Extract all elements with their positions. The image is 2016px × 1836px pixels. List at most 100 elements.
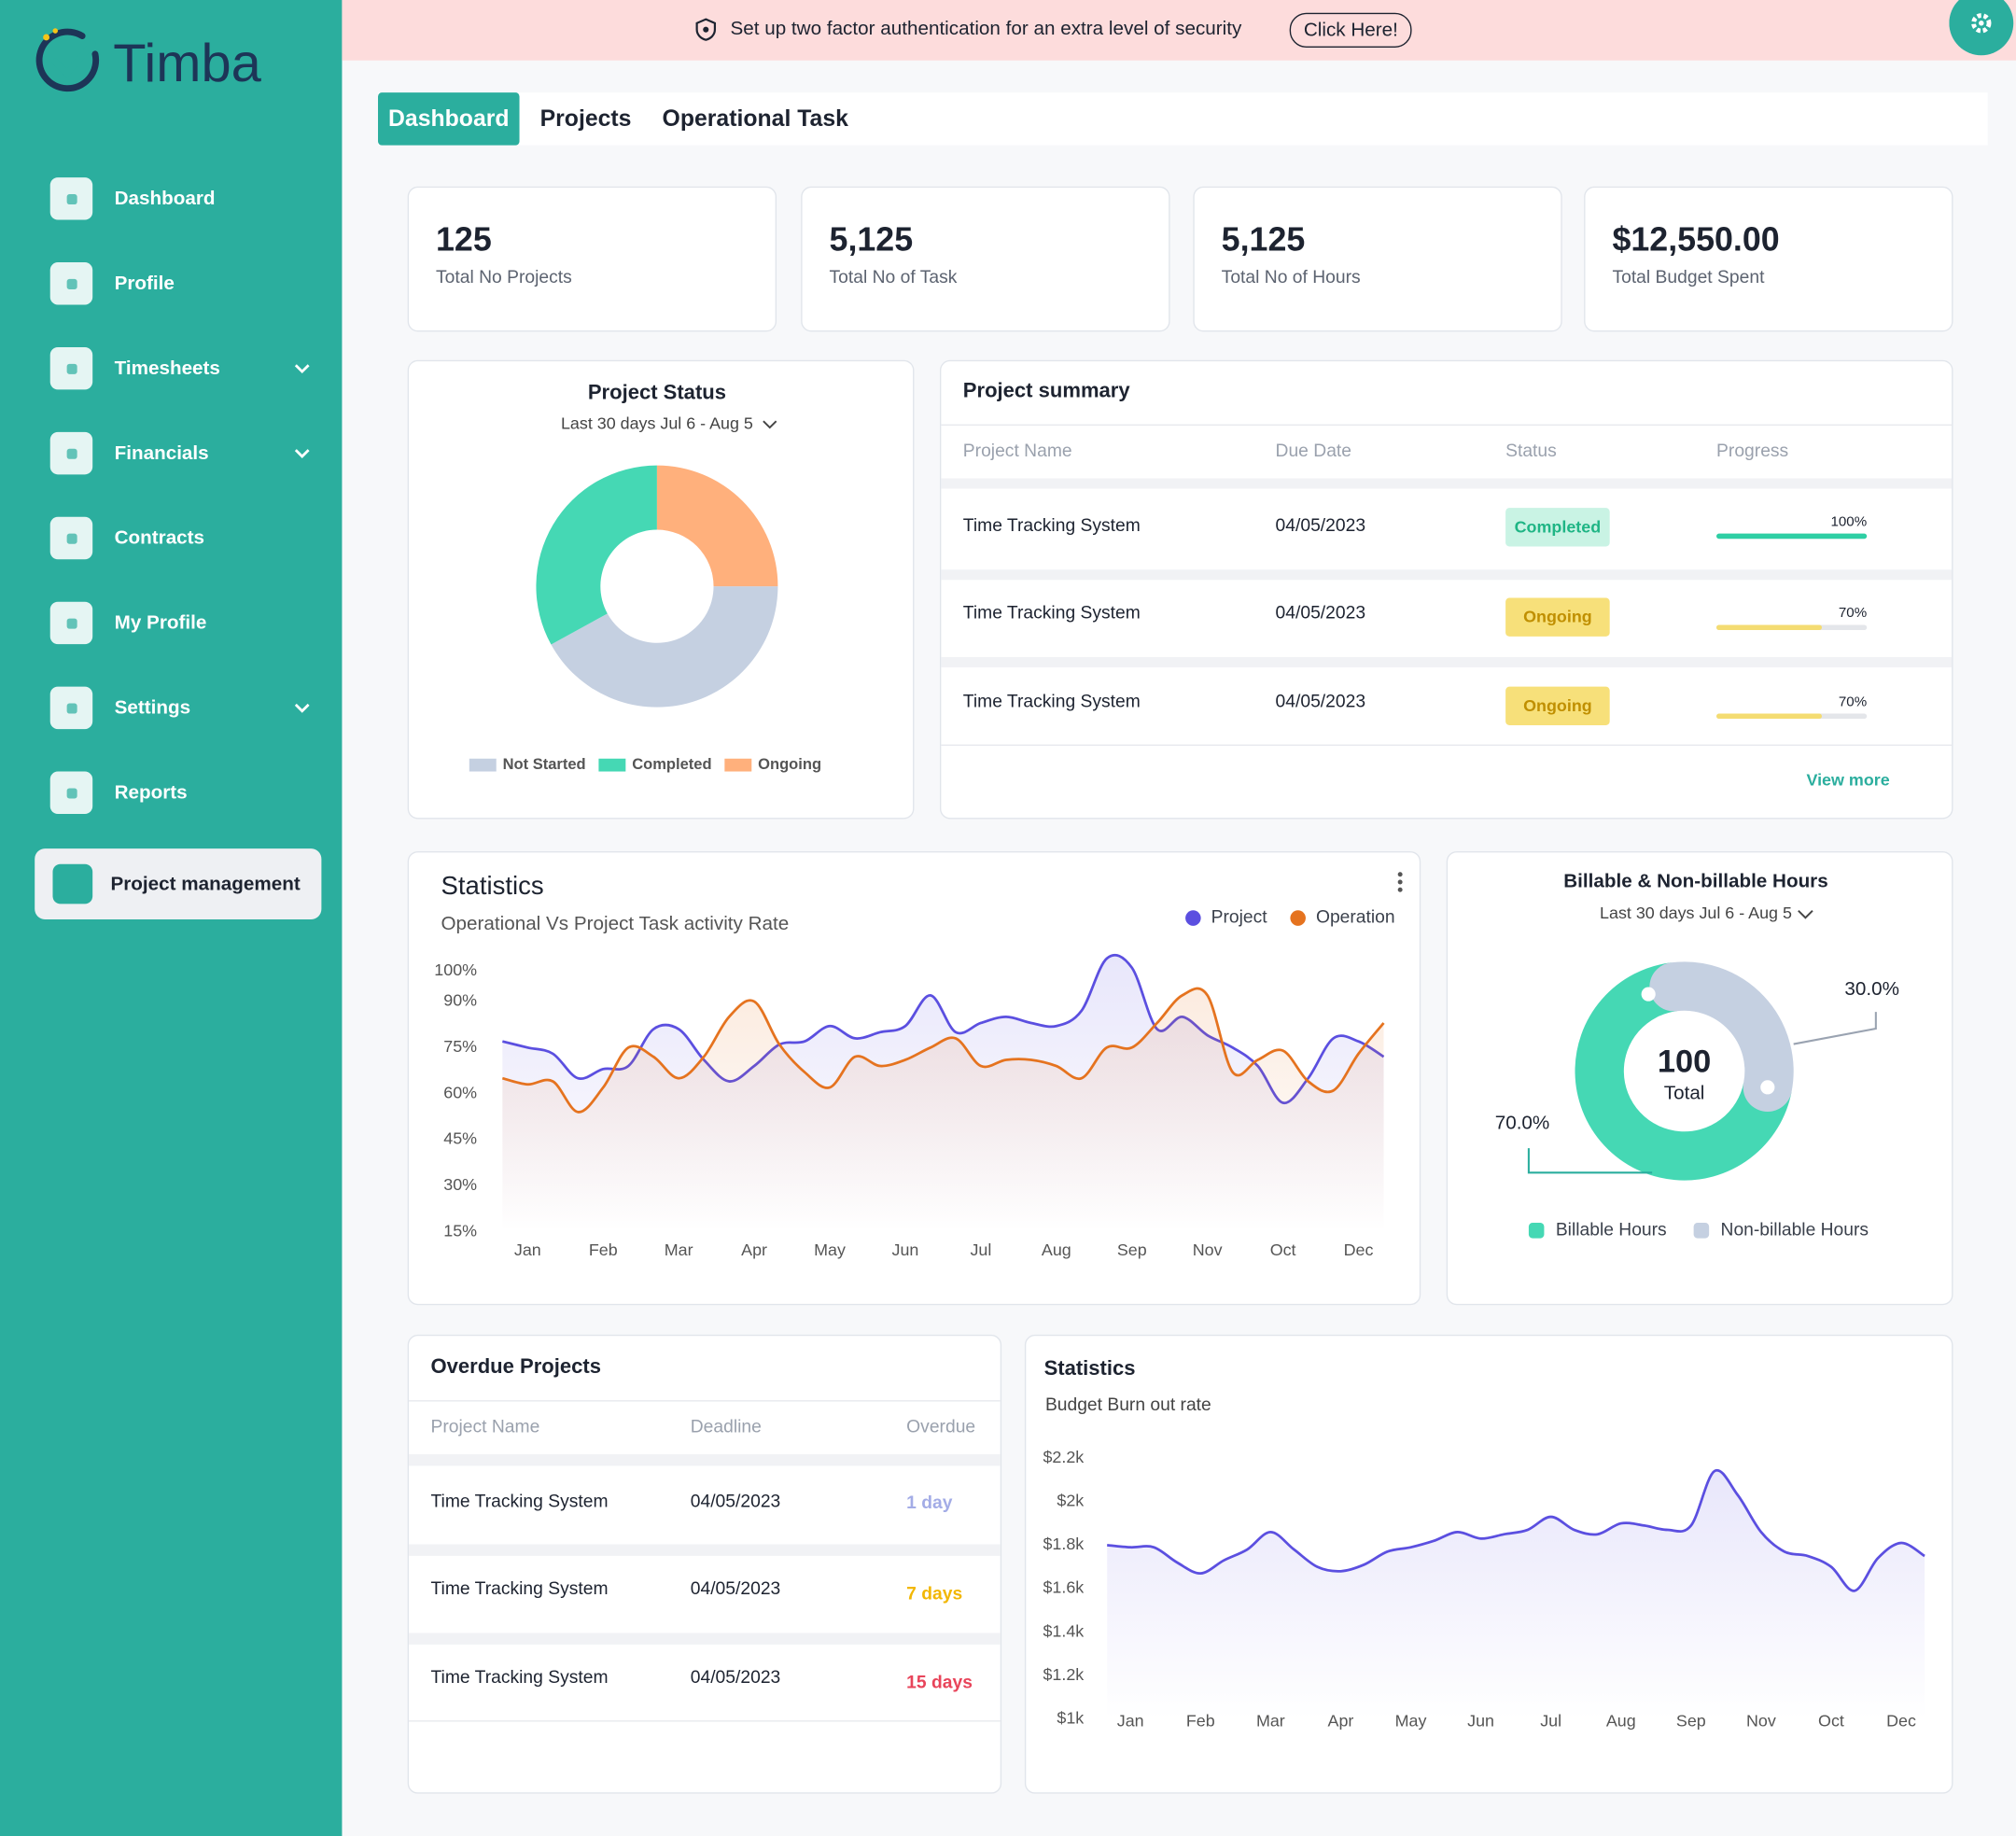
progress-bar xyxy=(1716,533,1868,540)
status-badge: Ongoing xyxy=(1505,686,1610,725)
center-value: 100 xyxy=(1658,1044,1711,1079)
leader-line xyxy=(1527,1148,1653,1174)
donut-knob xyxy=(1760,1080,1775,1095)
submenu-chevron[interactable] xyxy=(293,361,311,377)
menu-dot xyxy=(1397,887,1403,892)
menu-icon-glyph xyxy=(66,533,77,544)
project-name: Time Tracking System xyxy=(430,1577,609,1599)
stat-card xyxy=(407,186,777,332)
tab[interactable]: Projects xyxy=(539,105,632,132)
progress-bar xyxy=(1716,713,1822,720)
due-date: 04/05/2023 xyxy=(1275,514,1366,536)
column-header: Project Name xyxy=(430,1415,540,1437)
menu-label[interactable]: Dashboard xyxy=(114,188,216,210)
stat-card xyxy=(801,186,1170,332)
donut-arc xyxy=(1575,962,1792,1181)
menu-label[interactable]: Profile xyxy=(114,273,175,295)
chevron xyxy=(763,420,777,429)
center-label: Total xyxy=(1664,1083,1705,1104)
overdue-days: 7 days xyxy=(906,1582,963,1604)
overdue-days: 15 days xyxy=(906,1671,973,1692)
tab[interactable]: Dashboard xyxy=(377,92,520,146)
legend-swatch xyxy=(1693,1223,1710,1239)
progress-label: 70% xyxy=(1838,605,1868,622)
submenu-chevron[interactable] xyxy=(293,701,311,717)
shield-icon xyxy=(695,18,717,41)
overdue-days: 1 day xyxy=(906,1491,953,1512)
chart-title: Statistics xyxy=(441,871,543,900)
y-tick-label: $1.6k xyxy=(1043,1578,1084,1597)
due-date: 04/05/2023 xyxy=(1275,601,1366,623)
table-title: Project summary xyxy=(962,380,1130,403)
legend-swatch xyxy=(724,758,752,772)
chart-subtitle: Last 30 days Jul 6 - Aug 5 xyxy=(1600,904,1792,922)
deadline: 04/05/2023 xyxy=(690,1490,781,1511)
settings-button[interactable] xyxy=(1949,0,2016,57)
stat-label: Total No Projects xyxy=(435,266,572,287)
project-name: Time Tracking System xyxy=(962,514,1141,536)
x-tick-label: Jan xyxy=(514,1240,541,1259)
x-tick-label: Nov xyxy=(1193,1240,1223,1259)
y-tick-label: 30% xyxy=(443,1175,477,1194)
tab[interactable]: Operational Task xyxy=(662,105,848,132)
x-tick-label: Jun xyxy=(892,1240,919,1259)
stat-label: Total No of Task xyxy=(829,266,958,287)
menu-icon-glyph xyxy=(66,703,77,714)
y-tick-label: $2k xyxy=(1057,1491,1084,1509)
stat-value: 5,125 xyxy=(829,219,914,259)
tab-bar: Dashboard Projects Operational Task xyxy=(377,92,1988,146)
menu-dot xyxy=(1397,879,1403,885)
x-tick-label: Oct xyxy=(1270,1240,1296,1259)
deadline: 04/05/2023 xyxy=(690,1577,781,1599)
logo-mark xyxy=(35,28,100,92)
menu-icon-glyph xyxy=(66,363,77,374)
menu-label[interactable]: My Profile xyxy=(114,611,207,635)
menu-icon xyxy=(52,863,93,904)
menu-icon-glyph xyxy=(66,618,77,629)
menu-dot xyxy=(1397,872,1403,877)
menu-icon-glyph xyxy=(66,194,77,205)
menu-label[interactable]: Project management xyxy=(110,873,301,895)
column-header: Status xyxy=(1505,440,1557,461)
chart-title: Statistics xyxy=(1044,1356,1136,1380)
banner-button[interactable]: Click Here! xyxy=(1289,12,1413,48)
view-more-link[interactable]: View more xyxy=(1806,770,1890,790)
submenu-chevron[interactable] xyxy=(293,446,311,462)
stat-label: Total No of Hours xyxy=(1221,266,1361,287)
menu-label[interactable]: Contracts xyxy=(114,526,205,550)
y-tick-label: $2.2k xyxy=(1043,1448,1084,1466)
stat-value: 5,125 xyxy=(1221,219,1306,259)
project-name: Time Tracking System xyxy=(430,1666,609,1688)
legend-dot xyxy=(1290,910,1306,926)
menu-icon-glyph xyxy=(66,278,77,289)
y-tick-label: 60% xyxy=(443,1083,477,1101)
legend-swatch xyxy=(1528,1223,1545,1239)
divider xyxy=(941,424,1953,426)
value-label: 70.0% xyxy=(1495,1112,1550,1133)
menu-label[interactable]: Timesheets xyxy=(114,357,220,380)
progress-bar xyxy=(1716,624,1822,630)
x-tick-label: May xyxy=(814,1240,846,1259)
donut-arc xyxy=(1649,961,1794,1113)
row-separator xyxy=(409,1544,1001,1556)
project-name: Time Tracking System xyxy=(430,1490,609,1511)
y-tick-label: 75% xyxy=(443,1037,477,1056)
status-badge: Ongoing xyxy=(1505,597,1610,637)
menu-label[interactable]: Reports xyxy=(114,781,188,804)
value-label: 30.0% xyxy=(1844,978,1899,1000)
row-separator xyxy=(409,1633,1001,1645)
stat-card xyxy=(1193,186,1562,332)
legend-label: Ongoing xyxy=(758,755,821,773)
legend-swatch xyxy=(469,758,497,772)
series-line xyxy=(501,987,1385,1114)
series-area xyxy=(1107,1470,1925,1719)
banner-text: Set up two factor authentication for an … xyxy=(730,18,1242,40)
y-tick-label: $1k xyxy=(1057,1709,1084,1728)
menu-label[interactable]: Settings xyxy=(114,696,191,720)
progress-label: 100% xyxy=(1830,514,1868,530)
donut-knob xyxy=(1641,987,1656,1002)
divider xyxy=(409,1720,1001,1722)
y-tick-label: 100% xyxy=(434,960,477,979)
menu-label[interactable]: Financials xyxy=(114,441,209,465)
legend-label: Not Started xyxy=(503,755,586,773)
